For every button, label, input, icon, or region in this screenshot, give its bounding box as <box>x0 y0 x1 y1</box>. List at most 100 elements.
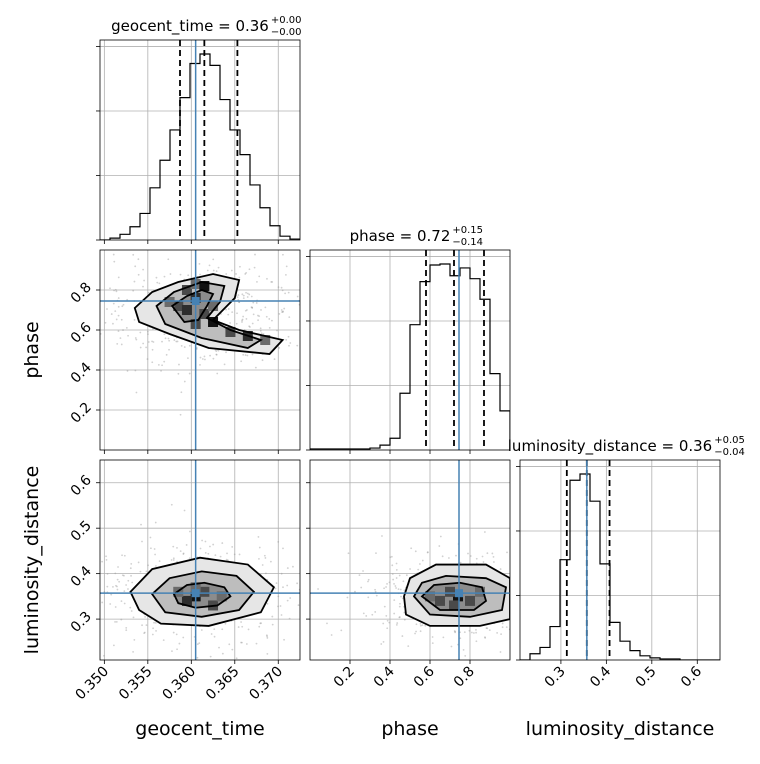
sample-point <box>548 591 550 593</box>
sample-point <box>259 327 262 330</box>
sample-point <box>120 343 123 346</box>
sample-point <box>163 333 166 336</box>
panel-frame <box>309 249 511 451</box>
sample-point <box>415 623 418 626</box>
sample-point <box>209 545 211 548</box>
panel-frame <box>99 459 301 661</box>
sample-point <box>162 639 165 642</box>
sample-point <box>176 560 179 563</box>
sample-point <box>224 622 227 625</box>
sample-point <box>93 602 95 604</box>
contour-line-level-1 <box>133 273 285 355</box>
sample-point <box>188 372 191 375</box>
sample-point <box>212 357 215 360</box>
sample-point <box>459 637 462 640</box>
sample-point <box>90 341 92 343</box>
sample-point <box>135 391 138 394</box>
sample-point <box>248 268 251 271</box>
sample-point <box>201 539 204 542</box>
sample-point <box>399 602 401 605</box>
sample-point <box>141 540 143 543</box>
sample-point <box>147 291 150 294</box>
sample-point <box>86 564 88 566</box>
sample-point <box>266 652 269 655</box>
sample-point <box>146 330 149 333</box>
sample-point <box>121 574 124 577</box>
y-tick-label-phase: 0.8 <box>68 280 95 307</box>
sample-point <box>215 353 218 356</box>
density-bin <box>181 285 192 295</box>
sample-point <box>262 333 265 335</box>
sample-point <box>123 590 126 593</box>
sample-point <box>264 557 267 559</box>
sample-point <box>442 636 445 639</box>
sample-point <box>279 605 282 607</box>
contour-line-level-1 <box>403 563 510 627</box>
sample-point <box>225 273 228 275</box>
sample-point <box>122 329 124 331</box>
sample-point <box>419 622 422 625</box>
sample-point <box>114 572 117 575</box>
sample-point <box>296 582 299 585</box>
sample-point <box>204 358 206 361</box>
sample-point <box>469 555 472 557</box>
sample-point <box>125 326 128 329</box>
sample-point <box>242 353 245 356</box>
sample-point <box>415 630 417 633</box>
sample-point <box>365 287 367 289</box>
sample-point <box>242 315 245 318</box>
sample-point <box>127 588 129 590</box>
sample-point <box>526 540 528 542</box>
sample-point <box>11 543 13 545</box>
sample-point <box>252 301 255 304</box>
sample-point <box>441 555 444 558</box>
sample-point <box>187 274 190 277</box>
sample-point <box>521 616 523 618</box>
sample-point <box>499 568 502 570</box>
sample-point <box>149 536 152 539</box>
density-bin <box>435 595 445 606</box>
sample-point <box>213 628 216 631</box>
sample-point <box>500 633 502 636</box>
sample-point <box>241 318 244 321</box>
sample-point <box>491 552 494 555</box>
sample-point <box>237 626 240 628</box>
sample-point <box>287 335 290 338</box>
sample-point <box>483 531 486 533</box>
sample-point <box>116 578 119 581</box>
sample-point <box>281 311 283 313</box>
sample-point <box>139 331 142 334</box>
sample-point <box>288 344 290 347</box>
sample-point <box>414 632 416 635</box>
sample-point <box>153 548 156 550</box>
sample-point <box>46 605 48 607</box>
sample-point <box>214 554 217 557</box>
sample-point <box>403 589 406 592</box>
sample-point <box>227 313 230 316</box>
sample-point <box>251 306 254 309</box>
sample-point <box>242 294 245 297</box>
sample-point <box>335 613 337 615</box>
sample-point <box>142 342 145 345</box>
title-geocent_time-main: geocent_time = 0.36 <box>111 17 269 36</box>
sample-point <box>389 556 392 559</box>
sample-point <box>240 641 242 644</box>
sample-point <box>140 523 142 526</box>
y-tick-label-luminosity_distance: 0.5 <box>68 518 95 545</box>
sample-point <box>288 617 291 620</box>
sample-point <box>144 616 146 618</box>
sample-point <box>431 636 434 638</box>
sample-point <box>176 648 178 651</box>
sample-point <box>260 332 263 335</box>
sample-point <box>125 629 128 632</box>
histogram-geocent_time <box>100 53 300 240</box>
sample-point <box>486 552 489 555</box>
y-tick-label-luminosity_distance: 0.4 <box>68 563 95 590</box>
density-bin <box>475 586 485 597</box>
sample-point <box>375 594 378 597</box>
sample-point <box>284 292 286 295</box>
panel-frame <box>519 459 721 661</box>
sample-point <box>257 536 260 538</box>
sample-point <box>271 319 273 322</box>
sample-point <box>530 581 532 583</box>
